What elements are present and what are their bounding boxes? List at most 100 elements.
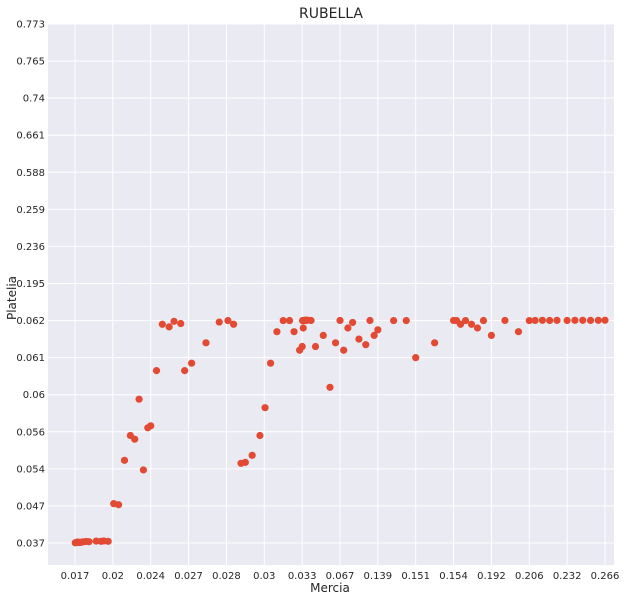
x-tick-label: 0.024 bbox=[136, 571, 165, 582]
data-point bbox=[412, 354, 420, 362]
data-point bbox=[390, 316, 398, 325]
data-point bbox=[370, 331, 378, 339]
data-point bbox=[273, 328, 281, 336]
data-point bbox=[230, 320, 238, 328]
data-point bbox=[256, 431, 264, 440]
data-point bbox=[170, 317, 178, 325]
data-point bbox=[374, 326, 382, 334]
data-point bbox=[501, 316, 509, 325]
y-tick-label: 0.047 bbox=[16, 501, 45, 512]
data-point bbox=[139, 466, 148, 474]
data-point bbox=[285, 316, 294, 325]
data-point bbox=[188, 359, 196, 367]
x-tick-label: 0.206 bbox=[515, 571, 544, 582]
y-tick-label: 0.062 bbox=[16, 316, 45, 327]
data-point bbox=[546, 316, 554, 325]
data-point bbox=[181, 367, 189, 375]
data-point bbox=[514, 328, 523, 336]
data-point bbox=[114, 501, 123, 509]
data-point bbox=[473, 324, 482, 332]
x-tick-label: 0.154 bbox=[439, 571, 468, 582]
data-point bbox=[340, 346, 348, 354]
data-point bbox=[147, 422, 155, 430]
y-tick-label: 0.74 bbox=[23, 94, 45, 105]
data-point bbox=[479, 316, 488, 325]
data-point bbox=[290, 328, 298, 336]
x-axis-label: Mercia bbox=[310, 581, 350, 595]
data-point bbox=[261, 404, 269, 412]
chart-title: RUBELLA bbox=[299, 6, 363, 22]
data-points bbox=[71, 316, 609, 547]
x-tick-label: 0.02 bbox=[102, 571, 124, 582]
y-tick-label: 0.06 bbox=[23, 390, 45, 401]
data-point bbox=[402, 316, 410, 325]
data-point bbox=[177, 319, 185, 328]
y-tick-label: 0.061 bbox=[16, 353, 45, 364]
data-point bbox=[586, 316, 595, 325]
data-point bbox=[601, 316, 609, 324]
x-tick-label: 0.151 bbox=[401, 571, 430, 582]
data-point bbox=[266, 359, 275, 367]
x-tick-label: 0.139 bbox=[364, 571, 393, 582]
data-point bbox=[104, 537, 112, 545]
data-point bbox=[248, 451, 256, 459]
data-point bbox=[538, 316, 546, 324]
data-point bbox=[131, 435, 139, 443]
plot-background bbox=[48, 24, 614, 565]
data-point bbox=[563, 316, 571, 325]
data-point bbox=[165, 323, 173, 331]
data-point bbox=[152, 367, 161, 375]
data-point bbox=[349, 318, 357, 327]
y-tick-label: 0.236 bbox=[16, 242, 45, 253]
data-point bbox=[331, 339, 340, 347]
data-point bbox=[571, 316, 579, 324]
data-point bbox=[326, 383, 334, 391]
data-point bbox=[344, 324, 352, 332]
y-tick-label: 0.661 bbox=[16, 131, 45, 142]
data-point bbox=[279, 316, 287, 325]
y-tick-labels: 0.037 0.047 0.054 0.056 0.06 0.061 0.062 0.195 0… bbox=[16, 20, 45, 550]
data-point bbox=[319, 331, 327, 339]
data-point bbox=[355, 335, 363, 343]
x-tick-label: 0.027 bbox=[174, 571, 203, 582]
data-point bbox=[311, 342, 320, 351]
y-tick-label: 0.259 bbox=[16, 205, 45, 216]
y-tick-label: 0.588 bbox=[16, 168, 45, 179]
x-tick-label: 0.03 bbox=[253, 571, 275, 582]
data-point bbox=[553, 316, 561, 324]
data-point bbox=[456, 320, 465, 328]
data-point bbox=[215, 318, 223, 326]
y-tick-label: 0.054 bbox=[16, 464, 45, 475]
data-point bbox=[362, 341, 370, 349]
x-tick-label: 0.192 bbox=[477, 571, 506, 582]
data-point bbox=[579, 316, 587, 324]
data-point bbox=[366, 316, 374, 325]
x-tick-labels: 0.017 0.02 0.024 0.027 0.028 0.03 0.033 0.067 0.… bbox=[61, 571, 620, 582]
data-point bbox=[120, 456, 129, 464]
y-tick-label: 0.037 bbox=[16, 539, 45, 550]
data-point bbox=[202, 339, 210, 347]
y-axis-label: Platelia bbox=[5, 276, 19, 320]
data-point bbox=[461, 316, 470, 325]
x-tick-label: 0.232 bbox=[553, 571, 582, 582]
y-tick-label: 0.773 bbox=[16, 20, 45, 31]
x-tick-label: 0.028 bbox=[212, 571, 241, 582]
x-tick-label: 0.033 bbox=[288, 571, 317, 582]
data-point bbox=[135, 395, 143, 403]
data-point bbox=[241, 458, 249, 466]
data-point bbox=[431, 339, 439, 347]
y-tick-label: 0.056 bbox=[16, 427, 45, 438]
data-point bbox=[299, 324, 307, 332]
data-point bbox=[307, 316, 315, 325]
data-point bbox=[487, 331, 496, 339]
data-point bbox=[298, 342, 306, 351]
grid-lines bbox=[48, 23, 614, 565]
data-point bbox=[336, 316, 344, 325]
data-point bbox=[224, 316, 232, 325]
data-point bbox=[85, 538, 93, 546]
data-point bbox=[531, 316, 539, 325]
data-point bbox=[525, 316, 533, 325]
x-tick-label: 0.017 bbox=[61, 571, 90, 582]
y-tick-label: 0.765 bbox=[16, 57, 45, 68]
